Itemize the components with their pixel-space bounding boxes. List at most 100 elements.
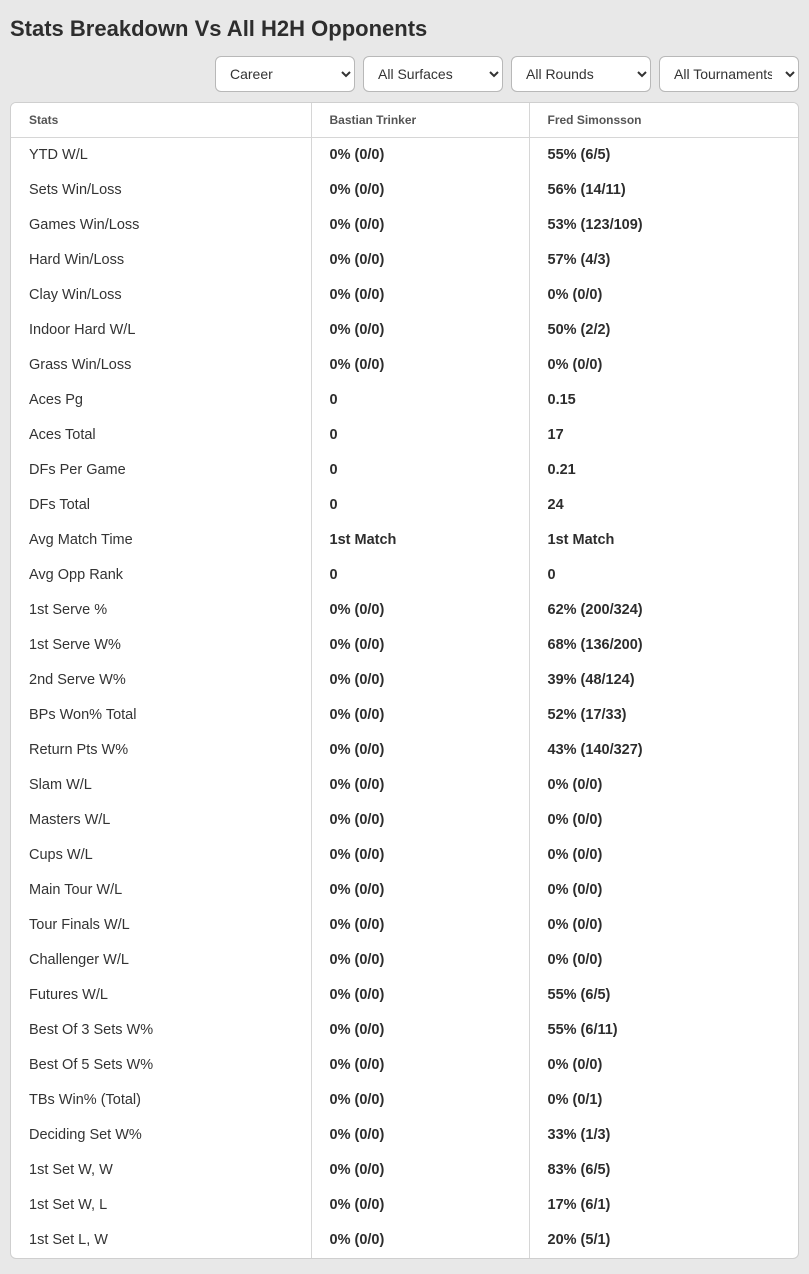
stat-value-p2: 55% (6/11) [529, 1013, 798, 1048]
table-row: Games Win/Loss0% (0/0)53% (123/109) [11, 208, 798, 243]
table-row: 2nd Serve W%0% (0/0)39% (48/124) [11, 663, 798, 698]
stat-value-p1: 0 [311, 453, 529, 488]
stat-value-p2: 52% (17/33) [529, 698, 798, 733]
stat-label: Slam W/L [11, 768, 311, 803]
surfaces-select[interactable]: All Surfaces [363, 56, 503, 92]
stat-value-p1: 0 [311, 558, 529, 593]
stat-value-p1: 0 [311, 488, 529, 523]
table-row: 1st Set L, W0% (0/0)20% (5/1) [11, 1223, 798, 1258]
stat-value-p1: 0% (0/0) [311, 908, 529, 943]
table-row: Futures W/L0% (0/0)55% (6/5) [11, 978, 798, 1013]
stat-label: Sets Win/Loss [11, 173, 311, 208]
stat-value-p1: 0% (0/0) [311, 138, 529, 173]
stat-value-p1: 0% (0/0) [311, 1153, 529, 1188]
stat-label: Masters W/L [11, 803, 311, 838]
stat-value-p1: 0% (0/0) [311, 348, 529, 383]
stat-value-p2: 33% (1/3) [529, 1118, 798, 1153]
rounds-select[interactable]: All Rounds [511, 56, 651, 92]
stats-table: Stats Bastian Trinker Fred Simonsson YTD… [11, 103, 798, 1258]
table-row: Aces Pg00.15 [11, 383, 798, 418]
stat-label: Futures W/L [11, 978, 311, 1013]
stat-value-p2: 17 [529, 418, 798, 453]
stat-value-p2: 0% (0/0) [529, 943, 798, 978]
table-row: Tour Finals W/L0% (0/0)0% (0/0) [11, 908, 798, 943]
stat-value-p1: 0% (0/0) [311, 1223, 529, 1258]
table-row: Sets Win/Loss0% (0/0)56% (14/11) [11, 173, 798, 208]
stat-value-p2: 55% (6/5) [529, 138, 798, 173]
stat-value-p1: 0% (0/0) [311, 663, 529, 698]
col-header-stats: Stats [11, 103, 311, 138]
stat-value-p1: 0% (0/0) [311, 698, 529, 733]
stat-label: Challenger W/L [11, 943, 311, 978]
stat-label: Deciding Set W% [11, 1118, 311, 1153]
stat-value-p1: 0% (0/0) [311, 943, 529, 978]
stat-label: Avg Match Time [11, 523, 311, 558]
stat-value-p2: 0% (0/0) [529, 838, 798, 873]
table-row: Indoor Hard W/L0% (0/0)50% (2/2) [11, 313, 798, 348]
tournaments-select[interactable]: All Tournaments [659, 56, 799, 92]
stat-label: Clay Win/Loss [11, 278, 311, 313]
stat-value-p2: 0% (0/0) [529, 278, 798, 313]
stat-value-p2: 83% (6/5) [529, 1153, 798, 1188]
career-select[interactable]: Career [215, 56, 355, 92]
stat-label: 1st Set L, W [11, 1223, 311, 1258]
table-row: Best Of 3 Sets W%0% (0/0)55% (6/11) [11, 1013, 798, 1048]
table-row: 1st Serve %0% (0/0)62% (200/324) [11, 593, 798, 628]
stats-card: Stats Bastian Trinker Fred Simonsson YTD… [10, 102, 799, 1259]
stat-value-p2: 56% (14/11) [529, 173, 798, 208]
stat-value-p2: 0% (0/0) [529, 873, 798, 908]
stat-value-p1: 0% (0/0) [311, 1188, 529, 1223]
stat-label: Cups W/L [11, 838, 311, 873]
stat-value-p2: 0.15 [529, 383, 798, 418]
stat-value-p2: 20% (5/1) [529, 1223, 798, 1258]
stat-value-p1: 0% (0/0) [311, 593, 529, 628]
stat-label: Indoor Hard W/L [11, 313, 311, 348]
stat-value-p1: 0% (0/0) [311, 628, 529, 663]
stat-value-p2: 0.21 [529, 453, 798, 488]
stat-value-p2: 1st Match [529, 523, 798, 558]
stat-value-p2: 0 [529, 558, 798, 593]
table-row: 1st Set W, L0% (0/0)17% (6/1) [11, 1188, 798, 1223]
stat-value-p1: 0% (0/0) [311, 278, 529, 313]
stat-value-p2: 50% (2/2) [529, 313, 798, 348]
table-row: Aces Total017 [11, 418, 798, 453]
stat-value-p1: 0 [311, 418, 529, 453]
stat-value-p1: 0% (0/0) [311, 768, 529, 803]
stat-value-p1: 0 [311, 383, 529, 418]
stat-value-p2: 0% (0/0) [529, 908, 798, 943]
stat-value-p2: 53% (123/109) [529, 208, 798, 243]
table-row: 1st Set W, W0% (0/0)83% (6/5) [11, 1153, 798, 1188]
col-header-player2: Fred Simonsson [529, 103, 798, 138]
stat-value-p1: 0% (0/0) [311, 978, 529, 1013]
table-row: Grass Win/Loss0% (0/0)0% (0/0) [11, 348, 798, 383]
stat-label: 1st Serve % [11, 593, 311, 628]
table-row: Best Of 5 Sets W%0% (0/0)0% (0/0) [11, 1048, 798, 1083]
stat-label: Tour Finals W/L [11, 908, 311, 943]
table-row: DFs Total024 [11, 488, 798, 523]
stat-label: BPs Won% Total [11, 698, 311, 733]
stat-label: Return Pts W% [11, 733, 311, 768]
stat-value-p1: 0% (0/0) [311, 838, 529, 873]
stat-label: 1st Serve W% [11, 628, 311, 663]
stat-value-p1: 0% (0/0) [311, 803, 529, 838]
stat-value-p2: 39% (48/124) [529, 663, 798, 698]
page-title: Stats Breakdown Vs All H2H Opponents [10, 16, 799, 42]
stat-value-p2: 0% (0/1) [529, 1083, 798, 1118]
stat-value-p1: 0% (0/0) [311, 313, 529, 348]
table-row: Clay Win/Loss0% (0/0)0% (0/0) [11, 278, 798, 313]
table-row: Challenger W/L0% (0/0)0% (0/0) [11, 943, 798, 978]
stat-value-p2: 0% (0/0) [529, 1048, 798, 1083]
table-row: 1st Serve W%0% (0/0)68% (136/200) [11, 628, 798, 663]
stat-value-p2: 62% (200/324) [529, 593, 798, 628]
table-row: Slam W/L0% (0/0)0% (0/0) [11, 768, 798, 803]
stat-label: Aces Total [11, 418, 311, 453]
stat-label: Games Win/Loss [11, 208, 311, 243]
table-row: YTD W/L0% (0/0)55% (6/5) [11, 138, 798, 173]
stat-value-p2: 57% (4/3) [529, 243, 798, 278]
stat-value-p2: 0% (0/0) [529, 768, 798, 803]
stat-value-p1: 0% (0/0) [311, 1118, 529, 1153]
stat-label: Aces Pg [11, 383, 311, 418]
table-row: Avg Opp Rank00 [11, 558, 798, 593]
table-row: TBs Win% (Total)0% (0/0)0% (0/1) [11, 1083, 798, 1118]
stat-label: Best Of 3 Sets W% [11, 1013, 311, 1048]
